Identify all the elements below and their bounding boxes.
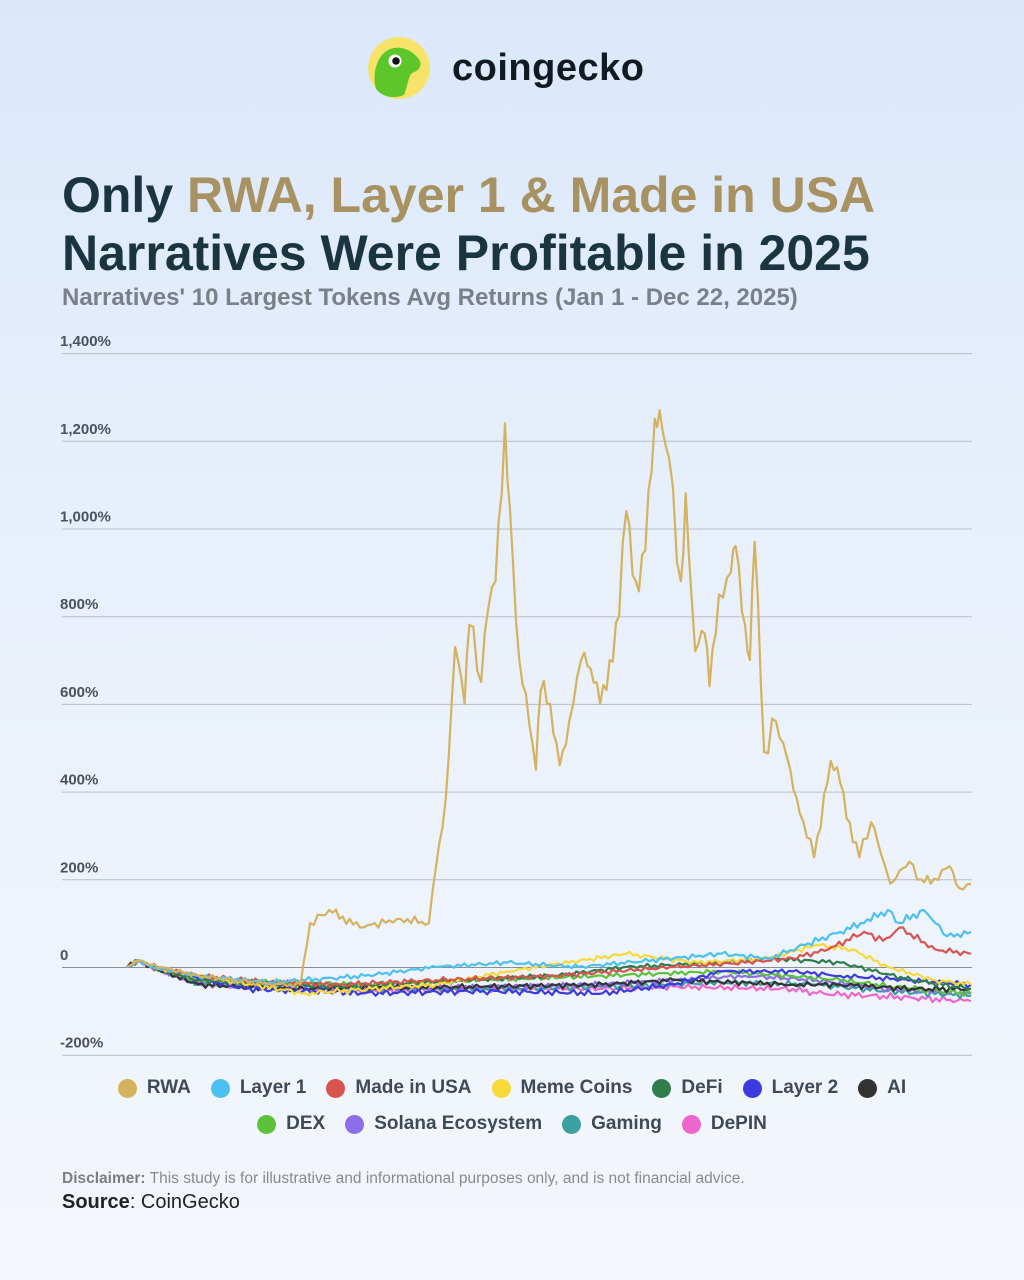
legend-item: Made in USA [326,1077,472,1099]
series-line-ai [126,959,972,994]
coingecko-logo: coingecko [368,37,644,99]
legend-label: DePIN [710,1113,767,1134]
legend-swatch-icon [210,1078,230,1098]
gecko-logo-icon [368,37,430,99]
brand-name: coingecko [452,46,645,89]
legend-item: Layer 1 [210,1077,307,1099]
legend-label: RWA [146,1077,191,1098]
legend-label: DeFi [681,1077,723,1098]
legend-swatch-icon [117,1078,137,1098]
legend-item: AI [858,1077,906,1099]
legend-swatch-icon [345,1114,365,1134]
legend-label: Solana Ecosystem [374,1113,543,1134]
legend-label: Layer 2 [771,1077,839,1098]
y-tick-label: 600% [60,684,98,701]
legend-swatch-icon [742,1078,762,1098]
title-prefix: Only [62,167,188,223]
legend-item: DeFi [652,1077,723,1099]
y-tick-label: 200% [60,859,98,876]
legend-item: Gaming [562,1113,662,1135]
title-line2: Narratives Were Profitable in 2025 [62,225,870,281]
legend-swatch-icon [681,1114,701,1134]
legend-item: Solana Ecosystem [345,1113,542,1135]
legend-swatch-icon [652,1078,672,1098]
source: Source: CoinGecko [62,1191,240,1214]
legend-label: Gaming [591,1113,662,1134]
legend-row-2: DEX Solana Ecosystem Gaming DePIN [0,1113,1024,1135]
legend-swatch-icon [257,1114,277,1134]
y-tick-label: 1,000% [60,509,111,526]
disclaimer-text: This study is for illustrative and infor… [145,1170,745,1187]
y-tick-label: 800% [60,596,98,613]
legend-swatch-icon [326,1078,346,1098]
chart-title: Only RWA, Layer 1 & Made in USA Narrativ… [62,166,875,282]
legend-label: AI [887,1077,907,1098]
legend-item: Layer 2 [742,1077,839,1099]
y-tick-label: 1,200% [60,421,111,438]
series-line-rwa [126,409,972,988]
legend-swatch-icon [491,1078,511,1098]
y-tick-label: 0 [60,947,68,964]
disclaimer-label: Disclaimer: [62,1170,146,1187]
y-tick-label: 1,400% [60,333,111,350]
legend-label: Meme Coins [520,1077,633,1098]
legend-label: Made in USA [355,1077,472,1098]
source-text: : CoinGecko [129,1191,240,1213]
legend-item: RWA [117,1077,191,1099]
legend-swatch-icon [562,1114,582,1134]
legend-item: Meme Coins [491,1077,633,1099]
legend-item: DEX [257,1113,325,1135]
y-tick-label: 400% [60,772,98,789]
legend-label: Layer 1 [239,1077,307,1098]
legend-row-1: RWA Layer 1 Made in USA Meme Coins DeFi Layer… [0,1077,1024,1099]
disclaimer: Disclaimer: This study is for illustrati… [62,1170,745,1188]
source-label: Source [62,1191,130,1213]
series-line-layer-1 [126,908,972,986]
legend-swatch-icon [858,1078,878,1098]
chart-subtitle: Narratives' 10 Largest Tokens Avg Return… [62,284,798,311]
y-tick-label: -200% [60,1035,103,1052]
title-highlight: RWA, Layer 1 & Made in USA [187,167,876,223]
legend-label: DEX [286,1113,326,1134]
legend-item: DePIN [681,1113,767,1135]
series-line-layer-2 [126,959,972,997]
